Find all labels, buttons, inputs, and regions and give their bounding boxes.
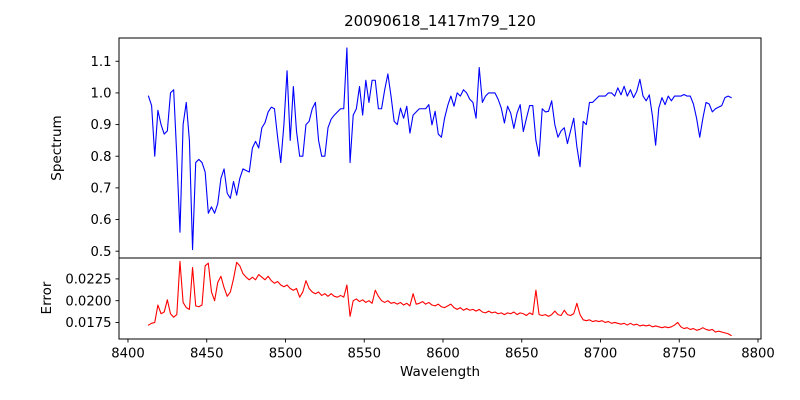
y-axis-label-spectrum: Spectrum <box>49 115 65 181</box>
x-tick-label: 8650 <box>505 347 539 362</box>
x-tick-label: 8750 <box>662 347 696 362</box>
x-tick-label: 8600 <box>426 347 460 362</box>
x-tick-label: 8400 <box>111 347 145 362</box>
y-axis-label-error: Error <box>39 281 55 315</box>
error-axes-frame <box>118 257 762 340</box>
spectrum-y-tick-label: 1.1 <box>91 55 112 70</box>
chart-title: 20090618_1417m79_120 <box>344 12 536 30</box>
spectrum-y-tick-label: 0.8 <box>91 150 112 165</box>
error-y-tick-label: 0.0200 <box>65 294 111 309</box>
x-tick-label: 8500 <box>269 347 303 362</box>
x-tick-label: 8700 <box>584 347 618 362</box>
spectrum-y-tick-label: 0.7 <box>91 181 112 196</box>
x-tick-label: 8800 <box>741 347 775 362</box>
spectrum-y-tick-label: 0.9 <box>91 118 112 133</box>
error-y-tick-label: 0.0225 <box>65 273 111 288</box>
x-axis-label: Wavelength <box>399 364 481 380</box>
spectrum-line <box>147 47 732 251</box>
error-y-tick-label: 0.0175 <box>65 316 111 331</box>
x-tick-label: 8450 <box>190 347 224 362</box>
spectrum-y-tick-label: 0.5 <box>91 245 112 260</box>
error-line <box>147 260 732 337</box>
spectrum-axes-frame <box>118 37 762 259</box>
spectrum-y-tick-label: 1.0 <box>91 87 112 102</box>
x-tick-label: 8550 <box>347 347 381 362</box>
spectrum-y-tick-label: 0.6 <box>91 213 112 228</box>
